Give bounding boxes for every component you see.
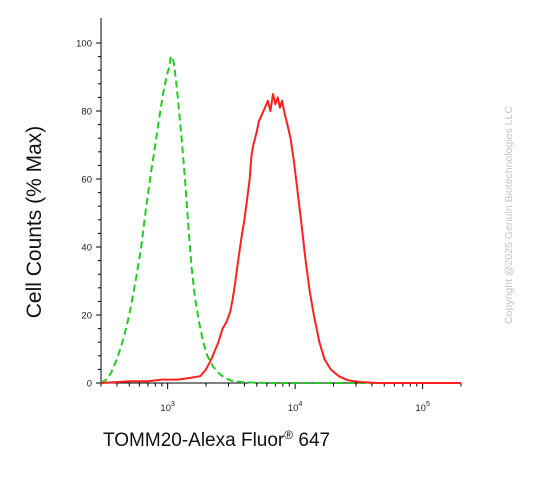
- x-tick-label-exponent: 5: [426, 401, 430, 408]
- x-tick-label-exponent: 3: [171, 401, 175, 408]
- x-axis-title-registered-mark: ®: [284, 428, 293, 442]
- control-histogram-line: [100, 55, 461, 384]
- x-tick-label-base: 10: [415, 403, 426, 414]
- x-axis-title-suffix: 647: [293, 430, 330, 451]
- x-axis-title: TOMM20-Alexa Fluor® 647: [103, 428, 330, 451]
- x-tick-label: 105: [415, 401, 430, 414]
- y-axis-ticks: 0 20 40 60 80 100: [76, 39, 101, 390]
- x-tick-label-base: 10: [160, 403, 171, 414]
- x-tick-label: 103: [160, 401, 175, 414]
- x-tick-label: 104: [288, 401, 303, 414]
- y-tick-label: 100: [76, 39, 92, 50]
- x-tick-label-exponent: 4: [298, 401, 302, 408]
- sample-histogram-line: [100, 93, 461, 384]
- y-tick-label: 60: [81, 175, 92, 186]
- series-layer: [100, 55, 461, 384]
- copyright-watermark: Copyright @2025 Genuin Biotechnologies L…: [503, 106, 515, 324]
- y-tick-label: 0: [87, 379, 92, 390]
- y-tick-label: 40: [81, 243, 92, 254]
- y-tick-label: 80: [81, 107, 92, 118]
- x-axis-ticks: 103 104 105: [100, 383, 462, 414]
- y-axis-title: Cell Counts (% Max): [23, 126, 46, 319]
- x-axis-title-main: TOMM20-Alexa Fluor: [103, 430, 285, 451]
- y-tick-label: 20: [81, 311, 92, 322]
- x-tick-label-base: 10: [288, 403, 299, 414]
